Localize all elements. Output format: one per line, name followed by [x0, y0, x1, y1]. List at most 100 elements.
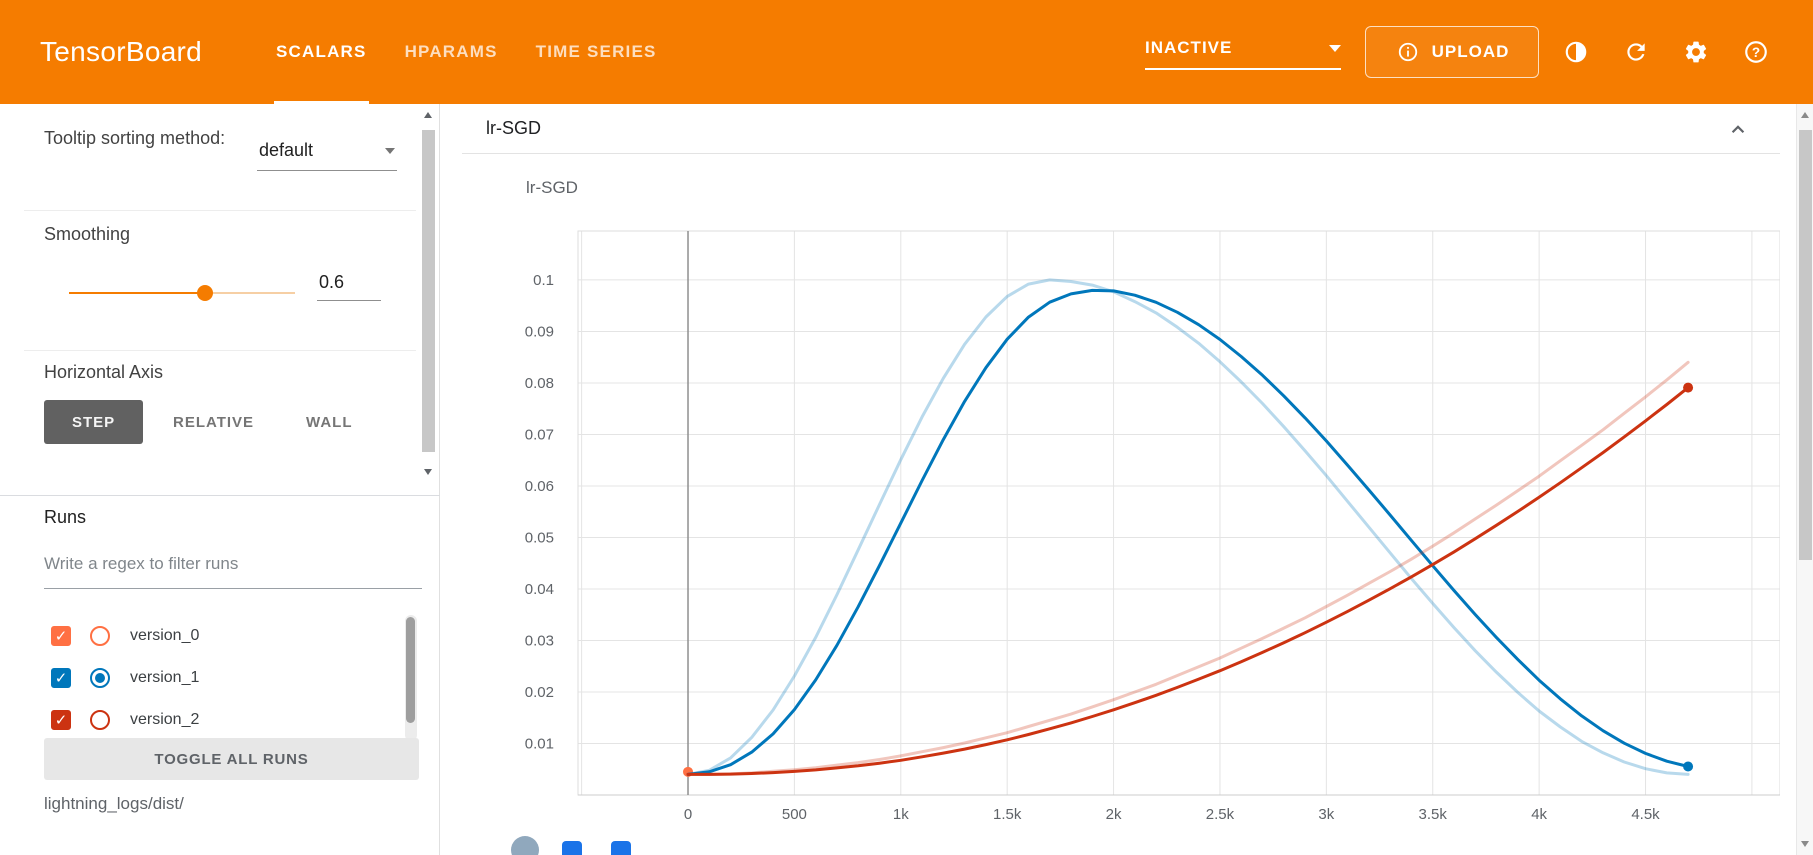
status-underline [1145, 68, 1341, 70]
app-logo: TensorBoard [40, 36, 203, 67]
contrast-icon [1565, 41, 1586, 63]
runs-label: Runs [44, 507, 87, 527]
smoothing-label: Smoothing [44, 224, 131, 244]
svg-text:0.06: 0.06 [525, 478, 554, 495]
svg-text:2.5k: 2.5k [1206, 806, 1235, 823]
svg-text:0.01: 0.01 [525, 735, 554, 752]
svg-text:0.04: 0.04 [525, 581, 554, 598]
run-row[interactable]: ✓ version_2 [0, 699, 405, 741]
svg-text:3.5k: 3.5k [1419, 806, 1448, 823]
runs-filter-field [44, 554, 422, 589]
gear-icon [1685, 41, 1706, 63]
run-radio[interactable] [90, 668, 110, 688]
scrollbar-thumb[interactable] [422, 130, 435, 452]
scroll-up-icon[interactable] [424, 112, 432, 118]
theme-toggle-button[interactable] [1562, 39, 1589, 66]
upload-button[interactable]: UPLOAD [1365, 26, 1539, 78]
refresh-icon [1626, 43, 1645, 61]
status-dropdown[interactable]: INACTIVE [1145, 38, 1341, 70]
chart-footer-icon-circle[interactable] [511, 836, 539, 855]
wall-button[interactable]: WALL [306, 413, 353, 431]
settings-button[interactable] [1682, 39, 1709, 66]
chevron-down-icon [1329, 44, 1341, 52]
tooltip-sorting-label: Tooltip sorting method: [44, 128, 226, 148]
svg-text:1k: 1k [893, 806, 909, 823]
scalar-card: lr-SGD 0.01 0.02 0.03 0.04 0.05 0.06 0.07 0.08 0… [462, 104, 1780, 855]
help-button[interactable]: ? [1742, 39, 1769, 66]
chart-footer-icon-2[interactable] [611, 841, 631, 855]
chart-footer-icon-1[interactable] [562, 841, 582, 855]
divider [24, 350, 416, 351]
runs-scrollbar[interactable] [405, 615, 417, 741]
log-directory-label: lightning_logs/dist/ [44, 794, 184, 813]
scroll-down-icon[interactable] [1801, 841, 1809, 847]
run-checkbox[interactable]: ✓ [51, 668, 71, 688]
run-checkbox[interactable]: ✓ [51, 710, 71, 730]
card-title: lr-SGD [486, 118, 541, 138]
smoothing-value-input[interactable] [317, 272, 381, 301]
scrollbar-thumb[interactable] [1799, 130, 1812, 560]
run-row[interactable]: ✓ version_0 [0, 615, 405, 657]
step-button[interactable]: STEP [44, 400, 144, 444]
tab-hparams[interactable]: HPARAMS [404, 42, 498, 61]
run-label: version_1 [130, 669, 200, 686]
refresh-button[interactable] [1622, 39, 1649, 66]
status-label: INACTIVE [1145, 38, 1233, 57]
upload-label: UPLOAD [1431, 42, 1510, 61]
check-icon: ✓ [54, 626, 68, 645]
run-row[interactable]: ✓ version_1 [0, 657, 405, 699]
scalar-chart[interactable]: 0.01 0.02 0.03 0.04 0.05 0.06 0.07 0.08 0.09 0.1 0… [462, 160, 1780, 855]
main-tabs: SCALARS HPARAMS TIME SERIES [274, 0, 659, 104]
svg-text:0: 0 [684, 806, 692, 823]
svg-text:0.07: 0.07 [525, 426, 554, 443]
svg-text:4.5k: 4.5k [1631, 806, 1660, 823]
tooltip-sorting-value: default [259, 140, 314, 160]
top-app-bar: TensorBoard SCALARS HPARAMS TIME SERIES … [0, 0, 1813, 104]
main-content: lr-SGD 0.01 0.02 0.03 0.04 0.05 0.06 0.07 0.08 0… [441, 104, 1796, 855]
toolbar-icons: ? [1562, 0, 1769, 104]
tooltip-sorting-dropdown[interactable]: default [257, 140, 397, 171]
run-radio[interactable] [90, 626, 110, 646]
divider [0, 495, 440, 496]
settings-sidebar: Tooltip sorting method: default Smoothin… [0, 104, 440, 855]
smoothing-slider[interactable] [69, 284, 295, 302]
collapse-button[interactable] [1724, 115, 1752, 143]
divider [24, 210, 416, 211]
svg-text:0.05: 0.05 [525, 529, 554, 546]
scrollbar-thumb[interactable] [406, 617, 415, 723]
scroll-up-icon[interactable] [1801, 112, 1809, 118]
tab-time-series[interactable]: TIME SERIES [535, 42, 657, 61]
horizontal-axis-label: Horizontal Axis [44, 362, 164, 382]
svg-text:3k: 3k [1318, 806, 1334, 823]
svg-text:0.08: 0.08 [525, 375, 554, 392]
check-icon: ✓ [54, 710, 68, 729]
svg-text:0.09: 0.09 [525, 323, 554, 340]
slider-thumb[interactable] [196, 285, 213, 301]
horizontal-axis-toggle: STEP RELATIVE WALL [44, 400, 384, 444]
sidebar-scrollbar[interactable] [420, 104, 437, 483]
toggle-all-runs-button[interactable]: TOGGLE ALL RUNS [44, 738, 419, 780]
smoothing-value-field [317, 272, 381, 301]
chart-title: lr-SGD [526, 178, 578, 197]
run-label: version_0 [130, 627, 200, 644]
tab-scalars[interactable]: SCALARS [274, 0, 369, 104]
help-icon: ? [1744, 41, 1767, 63]
svg-text:?: ? [1751, 45, 1759, 60]
svg-text:4k: 4k [1531, 806, 1547, 823]
check-icon: ✓ [54, 668, 68, 687]
page-scrollbar[interactable] [1796, 104, 1813, 855]
relative-button[interactable]: RELATIVE [173, 413, 255, 431]
svg-text:0.03: 0.03 [525, 632, 554, 649]
card-header: lr-SGD [462, 104, 1780, 154]
chevron-up-icon [1731, 124, 1745, 133]
runs-filter-input[interactable] [44, 554, 422, 589]
chevron-down-icon [385, 148, 395, 154]
run-radio[interactable] [90, 710, 110, 730]
status-row: INACTIVE [1145, 38, 1341, 58]
run-checkbox[interactable]: ✓ [51, 626, 71, 646]
run-label: version_2 [130, 711, 200, 728]
svg-text:1.5k: 1.5k [993, 806, 1022, 823]
scroll-down-icon[interactable] [424, 469, 432, 475]
slider-fill [69, 292, 205, 294]
